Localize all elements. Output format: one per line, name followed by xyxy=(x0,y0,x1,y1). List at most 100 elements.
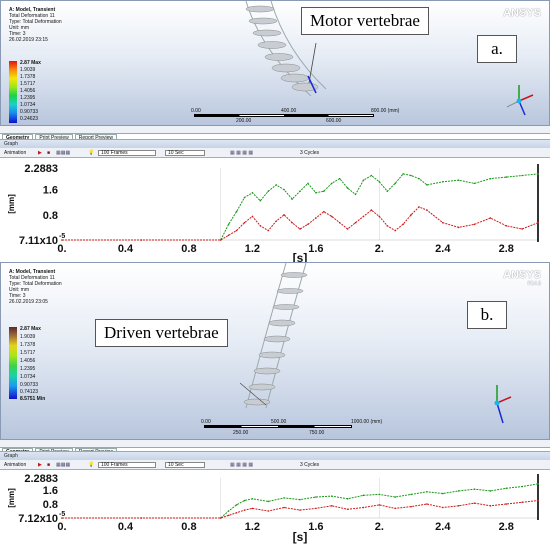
x-tick-label: 2.4 xyxy=(435,521,451,533)
data-point xyxy=(362,506,365,509)
data-point xyxy=(299,190,301,193)
x-tick-label: 0.4 xyxy=(118,243,134,255)
model-info-line: 26.02.2019 23:15 xyxy=(9,37,48,43)
bulb-icon[interactable]: 💡 xyxy=(88,462,95,468)
data-point xyxy=(370,209,373,211)
data-point xyxy=(426,490,428,493)
data-point xyxy=(235,511,238,514)
data-point xyxy=(378,215,381,218)
model-info-a: A: Model, Transient Total Deformation 11… xyxy=(9,7,62,43)
data-point xyxy=(537,499,539,502)
legend-label: 1.5717 xyxy=(20,350,36,356)
viewport-b[interactable]: A: Model, Transient Total Deformation 11… xyxy=(0,262,550,440)
y-tick-label: 1.6 xyxy=(43,485,58,497)
legend-label: 1.0734 xyxy=(20,102,36,108)
tab-geometry[interactable]: Geometry xyxy=(2,134,34,142)
data-point xyxy=(61,517,63,519)
x-tick-label: 0.8 xyxy=(181,521,196,533)
frame-icons[interactable]: ▦▦▦ xyxy=(56,462,71,468)
legend-label: 1.7378 xyxy=(20,74,36,80)
legend-label: 1.2395 xyxy=(20,366,36,372)
stop-icon[interactable]: ■ xyxy=(47,150,51,156)
data-point xyxy=(338,221,341,224)
frames-select[interactable]: 100 Frames xyxy=(98,462,156,468)
y-axis-label: [mm] xyxy=(7,194,16,214)
axis-triad-a[interactable] xyxy=(501,73,541,123)
legend-color-bar xyxy=(9,61,17,123)
scale-label: 250.00 xyxy=(233,430,249,436)
y-axis-label: [mm] xyxy=(7,488,16,508)
data-point xyxy=(394,507,397,510)
bulb-icon[interactable]: 💡 xyxy=(88,150,95,156)
axis-triad-b[interactable] xyxy=(479,375,519,431)
model-info-line: Type: Total Deformation xyxy=(9,19,62,25)
play-icon[interactable]: ▶ xyxy=(38,150,42,156)
model-info-line: Unit: mm xyxy=(9,25,29,31)
data-point xyxy=(426,503,428,505)
data-point xyxy=(227,234,230,237)
data-point xyxy=(457,490,460,492)
x-tick-label: 1.6 xyxy=(308,243,323,255)
legend-label: 1.4056 xyxy=(20,88,36,94)
data-point xyxy=(378,180,381,183)
data-point xyxy=(283,506,285,509)
data-point xyxy=(219,517,222,519)
data-point xyxy=(473,488,476,490)
data-point xyxy=(315,192,317,194)
data-point xyxy=(346,508,349,511)
legend-label: 0.24623 xyxy=(20,116,39,122)
legend-label: 1.9039 xyxy=(20,334,36,340)
play-icon[interactable]: ▶ xyxy=(38,462,42,468)
x-axis-label: [s] xyxy=(293,530,308,544)
legend-label: 0.90733 xyxy=(20,382,39,388)
data-point xyxy=(386,190,389,193)
animation-toolbar-b: Animation ▶ ■ ▦▦▦ 💡 100 Frames 10 Sec ▦ … xyxy=(0,460,550,470)
panel-a: A: Model, Transient Total Deformation 11… xyxy=(0,0,550,270)
data-point xyxy=(227,514,230,517)
data-point xyxy=(394,229,397,232)
data-point xyxy=(505,503,508,505)
frame-icons[interactable]: ▦▦▦ xyxy=(56,150,71,156)
x-tick-label: 2.8 xyxy=(499,243,514,255)
tab-print-preview[interactable]: Print Preview xyxy=(35,134,73,142)
y-tick-label: 0.8 xyxy=(43,210,58,222)
animation-label: Animation xyxy=(4,150,27,156)
data-point xyxy=(473,502,476,504)
series-line-0 xyxy=(62,173,539,241)
export-icons[interactable]: ▦ ▦ ▦ ▦ xyxy=(230,150,254,156)
model-info-line: 26.02.2019 23:05 xyxy=(9,299,48,305)
model-title: A: Model, Transient xyxy=(9,7,56,13)
stop-icon[interactable]: ■ xyxy=(47,462,51,468)
data-point xyxy=(330,182,333,185)
data-point xyxy=(537,483,539,485)
data-point xyxy=(291,221,293,224)
y-tick-label: 0.8 xyxy=(43,499,58,511)
scale-bar-track xyxy=(204,425,352,428)
data-point xyxy=(402,223,404,226)
legend-label: 1.2395 xyxy=(20,95,36,101)
export-icons[interactable]: ▦ ▦ ▦ ▦ xyxy=(230,462,254,468)
data-point xyxy=(219,239,222,241)
viewport-a[interactable]: A: Model, Transient Total Deformation 11… xyxy=(0,0,550,126)
legend-label: 1.0734 xyxy=(20,374,36,380)
scale-label: 1000.00 (mm) xyxy=(351,419,383,425)
duration-select[interactable]: 10 Sec xyxy=(165,462,205,468)
scale-bar-track xyxy=(194,114,374,117)
duration-select[interactable]: 10 Sec xyxy=(165,150,205,156)
scale-label: 600.00 xyxy=(326,118,342,124)
data-point xyxy=(283,188,285,191)
frames-select[interactable]: 100 Frames xyxy=(98,150,156,156)
y-tick-label: 2.2883 xyxy=(24,163,58,175)
data-point xyxy=(505,176,508,178)
data-point xyxy=(394,496,397,498)
panel-b: A: Model, Transient Total Deformation 11… xyxy=(0,262,550,544)
data-point xyxy=(521,501,523,504)
series-line-0 xyxy=(62,483,539,519)
data-point xyxy=(537,173,539,175)
tab-report-preview[interactable]: Report Preview xyxy=(74,134,117,142)
view-tabs-a: Geometry Print Preview Report Preview xyxy=(0,126,550,142)
data-point xyxy=(521,228,523,230)
data-point xyxy=(315,217,317,219)
y-tick-exponent: -5 xyxy=(59,233,65,240)
